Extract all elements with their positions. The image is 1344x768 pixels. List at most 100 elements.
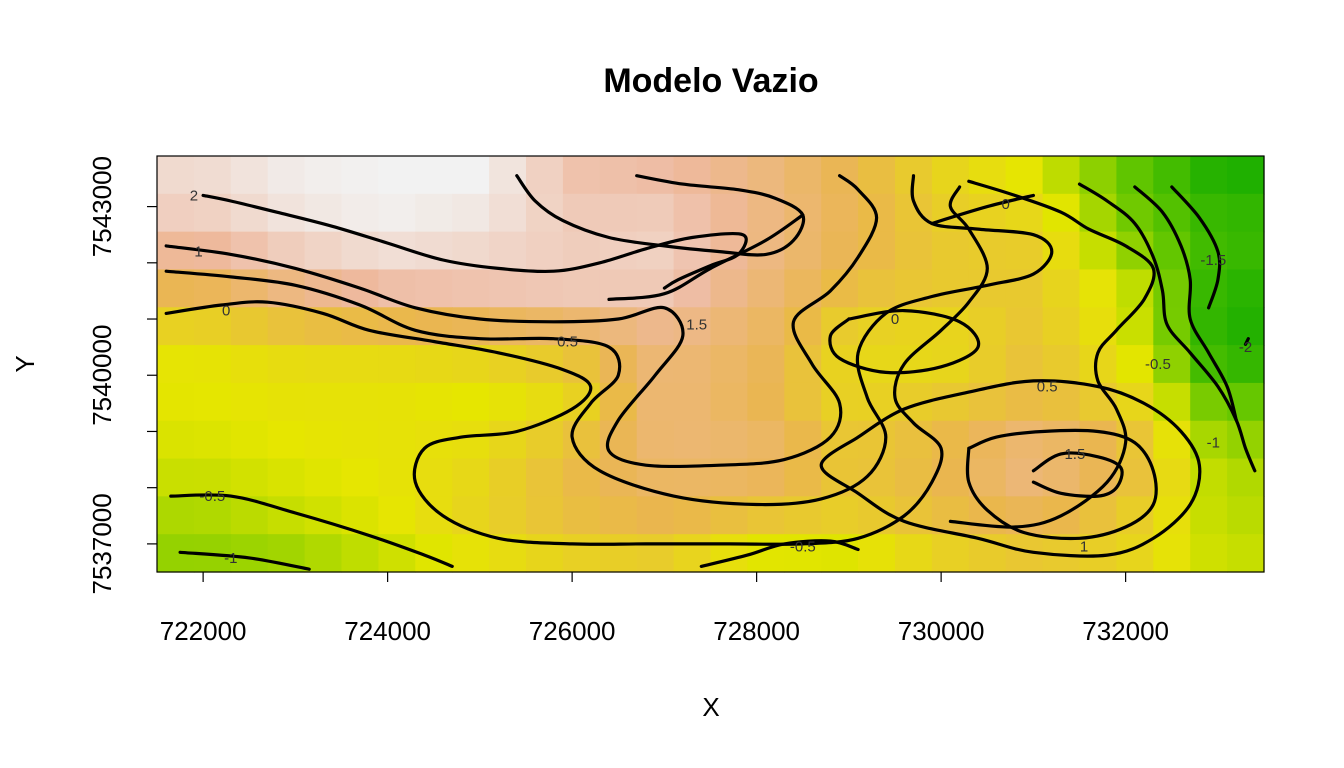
heatmap-cell	[968, 193, 1007, 233]
heatmap-cell	[858, 231, 896, 271]
y-axis-label: Y	[10, 355, 40, 372]
heatmap-cell	[710, 382, 748, 422]
heatmap-cell	[304, 345, 343, 384]
heatmap-cell	[267, 420, 306, 460]
heatmap-cell	[1042, 382, 1081, 422]
heatmap-cell	[673, 345, 712, 384]
x-tick-label: 730000	[898, 616, 985, 646]
heatmap-cell	[710, 193, 748, 233]
heatmap-cell	[304, 420, 343, 460]
contour-line	[948, 179, 1156, 529]
heatmap-cell	[1153, 382, 1191, 422]
contour-label: 0	[222, 303, 230, 320]
heatmap-cell	[1005, 420, 1044, 460]
heatmap-cell	[1079, 496, 1117, 535]
heatmap-cell	[599, 156, 638, 195]
heatmap-cell	[1227, 193, 1265, 233]
heatmap-cell	[636, 420, 675, 460]
contour-label: 1	[1080, 539, 1088, 556]
heatmap-cell	[304, 534, 343, 573]
heatmap-cell	[193, 420, 232, 460]
heatmap-cell	[599, 420, 638, 460]
heatmap-cell	[858, 156, 896, 195]
heatmap-cell	[1005, 382, 1044, 422]
heatmap-cell	[784, 458, 822, 497]
heatmap-cell	[1153, 534, 1191, 573]
heatmap-cell	[489, 193, 527, 233]
heatmap-cell	[489, 269, 527, 308]
heatmap-cell	[304, 382, 343, 422]
heatmap-cell	[157, 231, 195, 271]
heatmap-cell	[1079, 307, 1117, 346]
heatmap-cell	[968, 307, 1007, 346]
contour-line	[169, 493, 454, 568]
heatmap-cell	[562, 458, 601, 497]
heatmap-cell	[489, 420, 527, 460]
heatmap-cell	[784, 231, 822, 271]
heatmap-cell	[341, 420, 379, 460]
heatmap-cell	[968, 156, 1007, 195]
contour-label: -0.5	[790, 539, 816, 556]
contour-label: -1.5	[1200, 252, 1226, 269]
heatmap-cell	[636, 534, 675, 573]
y-axis: 7537000 7540000 7543000	[87, 156, 157, 595]
heatmap-cell	[526, 269, 564, 308]
heatmap-layer	[157, 156, 1265, 573]
heatmap-cell	[931, 156, 970, 195]
heatmap-cell	[1153, 496, 1191, 535]
heatmap-cell	[1190, 382, 1228, 422]
heatmap-cell	[1005, 231, 1044, 271]
contour-line	[965, 428, 1158, 541]
contour-label: 0	[891, 311, 899, 328]
heatmap-cell	[562, 420, 601, 460]
heatmap-cell	[193, 496, 232, 535]
heatmap-cell	[1227, 156, 1265, 195]
x-tick-label: 728000	[713, 616, 800, 646]
heatmap-cell	[747, 496, 785, 535]
heatmap-cell	[489, 458, 527, 497]
heatmap-cell	[747, 307, 785, 346]
heatmap-cell	[636, 345, 675, 384]
heatmap-cell	[1153, 345, 1191, 384]
plot-frame	[156, 155, 1265, 573]
heatmap-cell	[415, 345, 453, 384]
heatmap-cell	[673, 307, 712, 346]
heatmap-cell	[1190, 231, 1228, 271]
heatmap-cell	[931, 307, 970, 346]
heatmap-cell	[599, 496, 638, 535]
heatmap-cell	[1227, 345, 1265, 384]
x-tick-label: 724000	[344, 616, 431, 646]
heatmap-cell	[157, 269, 195, 308]
heatmap-cell	[1116, 307, 1154, 346]
heatmap-cell	[821, 496, 859, 535]
x-axis: 722000 724000 726000 728000 730000 732000	[160, 572, 1169, 646]
heatmap-cell	[1227, 496, 1265, 535]
heatmap-cell	[710, 307, 748, 346]
contour-label: -0.5	[199, 488, 225, 505]
heatmap-cell	[157, 345, 195, 384]
heatmap-cell	[378, 156, 416, 195]
heatmap-cell	[415, 269, 453, 308]
heatmap-cell	[157, 193, 195, 233]
heatmap-cell	[452, 496, 490, 535]
heatmap-cell	[895, 534, 933, 573]
heatmap-cell	[858, 345, 896, 384]
heatmap-cell	[858, 420, 896, 460]
contour-label: -0.5	[1145, 356, 1171, 373]
heatmap-cell	[341, 193, 379, 233]
heatmap-cell	[1005, 269, 1044, 308]
heatmap-cell	[747, 269, 785, 308]
x-tick-label: 726000	[529, 616, 616, 646]
heatmap-cell	[1079, 269, 1117, 308]
heatmap-cell	[341, 458, 379, 497]
heatmap-cell	[526, 193, 564, 233]
contour-layer	[164, 174, 1257, 571]
heatmap-cell	[378, 382, 416, 422]
heatmap-cell	[1153, 420, 1191, 460]
heatmap-cell	[673, 382, 712, 422]
heatmap-cell	[489, 156, 527, 195]
heatmap-cell	[562, 193, 601, 233]
heatmap-cell	[230, 458, 269, 497]
heatmap-cell	[489, 496, 527, 535]
